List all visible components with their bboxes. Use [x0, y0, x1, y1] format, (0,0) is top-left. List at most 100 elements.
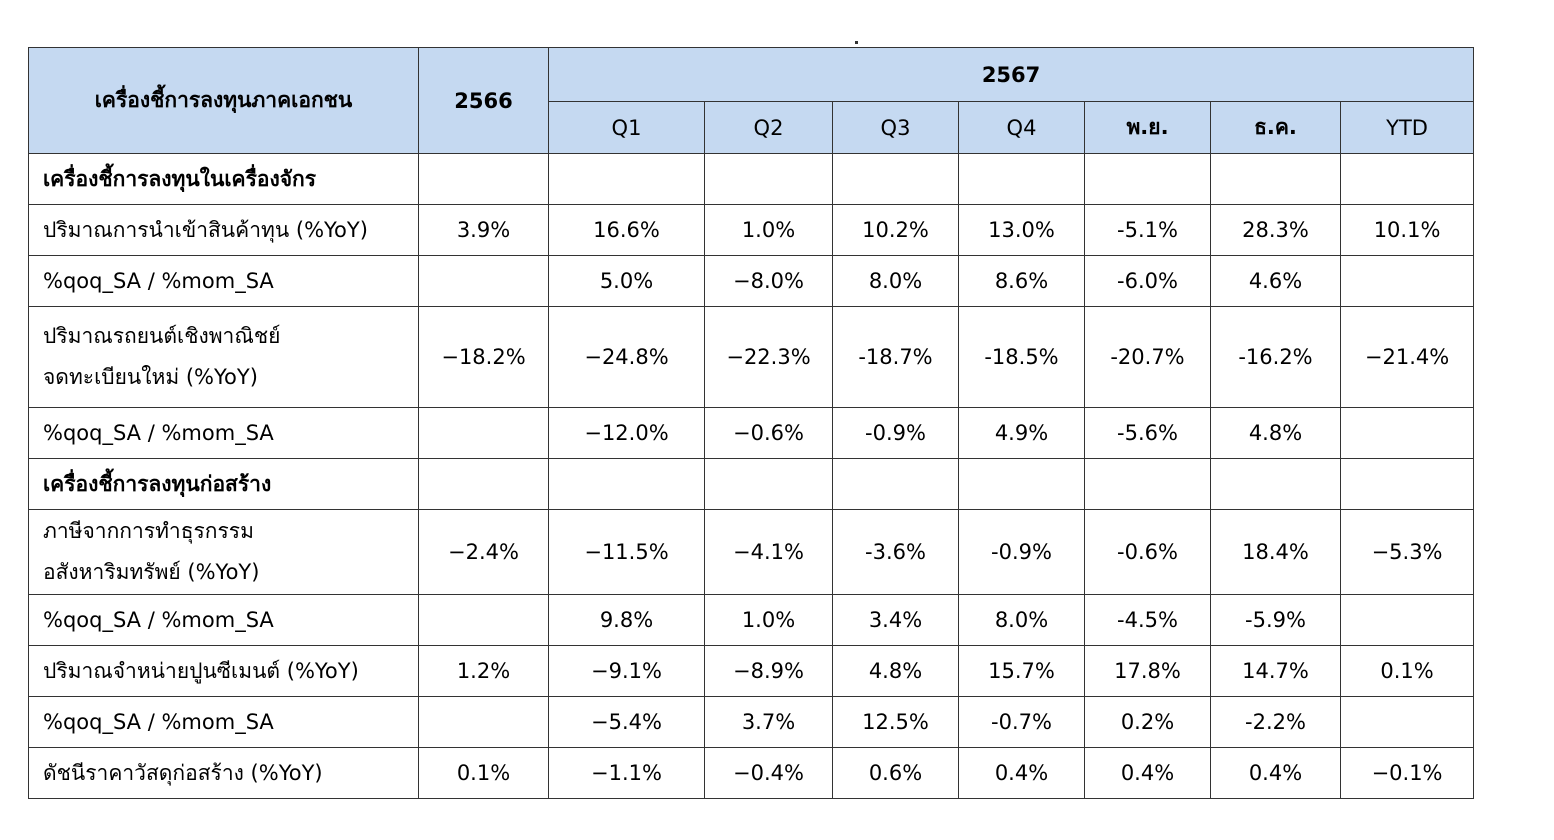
value-cell: -5.1% [1084, 204, 1211, 256]
value-cell: -6.0% [1084, 255, 1211, 307]
value-cell [1084, 458, 1211, 510]
value-cell: 0.4% [958, 747, 1085, 799]
value-cell: −9.1% [548, 645, 705, 697]
table-body: เครื่องชี้การลงทุนในเครื่องจักร ปริมาณการ… [28, 153, 1475, 799]
value-cell: 1.0% [704, 204, 833, 256]
indicator-label: ดัชนีราคาวัสดุก่อสร้าง (%YoY) [28, 747, 419, 799]
value-cell: −4.1% [704, 509, 833, 595]
value-cell: 0.1% [418, 747, 549, 799]
section-label: เครื่องชี้การลงทุนก่อสร้าง [28, 458, 419, 510]
value-cell: 10.2% [832, 204, 959, 256]
value-cell [418, 696, 549, 748]
value-cell: 5.0% [548, 255, 705, 307]
value-cell: 0.2% [1084, 696, 1211, 748]
value-cell: −22.3% [704, 306, 833, 408]
value-cell: −8.0% [704, 255, 833, 307]
value-cell: 8.6% [958, 255, 1085, 307]
value-cell [418, 255, 549, 307]
value-cell: 3.4% [832, 594, 959, 646]
value-cell [958, 153, 1085, 205]
value-cell [1210, 458, 1341, 510]
value-cell [958, 458, 1085, 510]
indicator-label: ปริมาณจำหน่ายปูนซีเมนต์ (%YoY) [28, 645, 419, 697]
value-cell: -0.7% [958, 696, 1085, 748]
indicator-label: %qoq_SA / %mom_SA [28, 255, 419, 307]
value-cell [832, 458, 959, 510]
value-cell: -2.2% [1210, 696, 1341, 748]
stray-mark [855, 41, 858, 44]
value-cell: 1.2% [418, 645, 549, 697]
value-cell: 17.8% [1084, 645, 1211, 697]
value-cell: −8.9% [704, 645, 833, 697]
value-cell [418, 458, 549, 510]
value-cell [832, 153, 959, 205]
indicator-label-line1: ภาษีจากการทำธุรกรรม [43, 519, 254, 543]
value-cell [548, 153, 705, 205]
value-cell: -5.6% [1084, 407, 1211, 459]
value-cell: −21.4% [1339, 306, 1475, 408]
value-cell: −0.6% [704, 407, 833, 459]
value-cell [418, 153, 549, 205]
indicator-header: เครื่องชี้การลงทุนภาคเอกชน [28, 47, 419, 154]
section-row: เครื่องชี้การลงทุนก่อสร้าง [28, 458, 1475, 510]
indicator-label: ภาษีจากการทำธุรกรรม อสังหาริมทรัพย์ (%YoY… [28, 509, 419, 595]
value-cell [1339, 407, 1475, 459]
period-header-q2: Q2 [704, 101, 833, 154]
value-cell: 16.6% [548, 204, 705, 256]
value-cell: −0.1% [1339, 747, 1475, 799]
value-cell [1339, 255, 1475, 307]
indicator-label: ปริมาณรถยนต์เชิงพาณิชย์ จดทะเบียนใหม่ (%Y… [28, 306, 419, 408]
value-cell [548, 458, 705, 510]
value-cell [1339, 594, 1475, 646]
value-cell: 1.0% [704, 594, 833, 646]
value-cell: −5.4% [548, 696, 705, 748]
value-cell: 15.7% [958, 645, 1085, 697]
section-row: เครื่องชี้การลงทุนในเครื่องจักร [28, 153, 1475, 205]
value-cell: -16.2% [1210, 306, 1341, 408]
value-cell: -0.9% [958, 509, 1085, 595]
value-cell: 0.4% [1084, 747, 1211, 799]
period-header-q3: Q3 [832, 101, 959, 154]
table-row: ดัชนีราคาวัสดุก่อสร้าง (%YoY) 0.1% −1.1% −0… [28, 747, 1475, 799]
value-cell: 4.6% [1210, 255, 1341, 307]
period-header-ytd: YTD [1339, 101, 1475, 154]
value-cell: 14.7% [1210, 645, 1341, 697]
private-investment-indicators-table: เครื่องชี้การลงทุนภาคเอกชน 2566 2567 Q1 … [28, 47, 1475, 799]
section-label: เครื่องชี้การลงทุนในเครื่องจักร [28, 153, 419, 205]
value-cell: −11.5% [548, 509, 705, 595]
value-cell [418, 594, 549, 646]
value-cell: 0.4% [1210, 747, 1341, 799]
period-header-q4: Q4 [958, 101, 1085, 154]
value-cell [1084, 153, 1211, 205]
value-cell: 9.8% [548, 594, 705, 646]
value-cell: -0.9% [832, 407, 959, 459]
year-2567-header: 2567 [547, 47, 1475, 102]
value-cell [1339, 696, 1475, 748]
value-cell: 3.7% [704, 696, 833, 748]
value-cell: −1.1% [548, 747, 705, 799]
value-cell [1210, 153, 1341, 205]
value-cell: 12.5% [832, 696, 959, 748]
indicator-label: %qoq_SA / %mom_SA [28, 407, 419, 459]
table-row: ภาษีจากการทำธุรกรรม อสังหาริมทรัพย์ (%YoY… [28, 509, 1475, 595]
value-cell: -0.6% [1084, 509, 1211, 595]
value-cell: 8.0% [832, 255, 959, 307]
value-cell [704, 153, 833, 205]
value-cell: 4.9% [958, 407, 1085, 459]
value-cell: 0.1% [1339, 645, 1475, 697]
value-cell: −18.2% [418, 306, 549, 408]
table-row: ปริมาณจำหน่ายปูนซีเมนต์ (%YoY) 1.2% −9.1% −… [28, 645, 1475, 697]
value-cell: 13.0% [958, 204, 1085, 256]
value-cell: -5.9% [1210, 594, 1341, 646]
value-cell: 18.4% [1210, 509, 1341, 595]
value-cell: -4.5% [1084, 594, 1211, 646]
value-cell [704, 458, 833, 510]
value-cell: −5.3% [1339, 509, 1475, 595]
value-cell: 4.8% [1210, 407, 1341, 459]
value-cell [1339, 458, 1475, 510]
period-header-dec: ธ.ค. [1210, 101, 1341, 154]
period-header-q1: Q1 [548, 101, 705, 154]
value-cell: −24.8% [548, 306, 705, 408]
table-row: %qoq_SA / %mom_SA −12.0% −0.6% -0.9% 4.9% -5.… [28, 407, 1475, 459]
value-cell: −12.0% [548, 407, 705, 459]
